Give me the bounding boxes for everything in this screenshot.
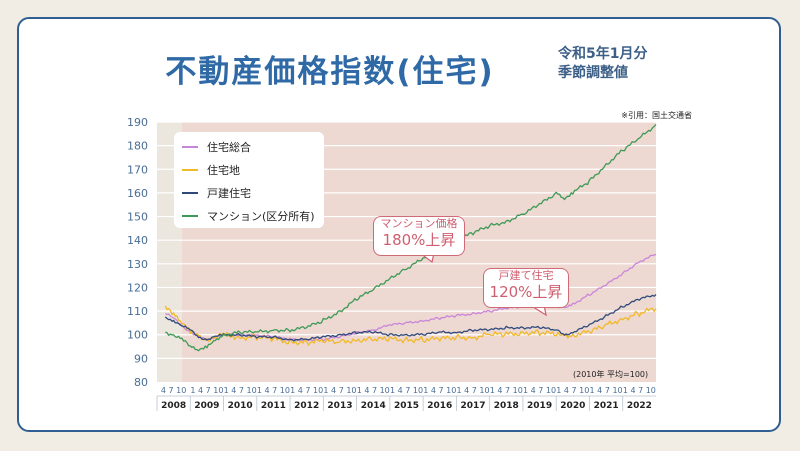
- x-quarter-label: 1 4 7 10: [224, 386, 257, 395]
- callout-mansion: マンション価格 180%上昇: [373, 216, 465, 256]
- subtitle: 令和5年1月分 季節調整値: [558, 45, 647, 83]
- x-quarter-label: 1 4 7 10: [190, 386, 223, 395]
- y-tick-label: 150: [127, 211, 148, 224]
- subtitle-adjustment: 季節調整値: [558, 65, 628, 81]
- x-year-label: 2022: [627, 401, 652, 411]
- chart-legend: 住宅総合 住宅地 戸建住宅 マンション(区分所有): [174, 132, 324, 228]
- x-quarter-label: 1 4 7 10: [490, 386, 523, 395]
- x-quarter-label: 1 4 7 10: [290, 386, 323, 395]
- series-line-house: [164, 294, 657, 342]
- y-tick-label: 140: [127, 234, 148, 247]
- x-year-label: 2019: [527, 401, 552, 411]
- legend-item-house: 戸建住宅: [182, 184, 251, 202]
- series-line-mansion: [165, 123, 657, 352]
- page-title: 不動産価格指数(住宅): [165, 54, 495, 90]
- base-year-note: (2010年 平均=100): [573, 370, 649, 379]
- legend-swatch-total: [182, 146, 198, 148]
- x-quarter-label: 1 4 7 10: [523, 386, 556, 395]
- y-tick-label: 110: [127, 305, 148, 318]
- callout-mansion-text2: 180%上昇: [382, 231, 456, 249]
- y-tick-label: 90: [134, 352, 148, 365]
- callout-mansion-text1: マンション価格: [380, 217, 458, 230]
- x-year-label: 2018: [494, 401, 519, 411]
- callout-house-text1: 戸建て住宅: [498, 269, 554, 282]
- x-year-label: 2016: [427, 401, 452, 411]
- legend-swatch-house: [182, 192, 198, 194]
- x-quarter-label: 1 4 7 10: [556, 386, 589, 395]
- x-year-label: 2017: [461, 401, 486, 411]
- legend-label-land: 住宅地: [207, 164, 240, 177]
- x-quarter-label: 1 4 7 10: [623, 386, 656, 395]
- x-year-label: 2015: [394, 401, 419, 411]
- y-tick-label: 190: [127, 116, 148, 129]
- subtitle-date: 令和5年1月分: [558, 46, 648, 62]
- x-year-label: 2014: [361, 401, 386, 411]
- legend-label-mansion: マンション(区分所有): [207, 210, 315, 223]
- x-year-label: 2008: [161, 401, 186, 411]
- x-year-label: 2012: [294, 401, 319, 411]
- callout-house: 戸建て住宅 120%上昇: [483, 268, 569, 308]
- callout-house-text2: 120%上昇: [489, 283, 563, 301]
- x-year-label: 2020: [560, 401, 585, 411]
- x-quarter-label: 1 4 7 10: [590, 386, 623, 395]
- y-tick-label: 170: [127, 163, 148, 176]
- x-year-label: 2013: [327, 401, 352, 411]
- legend-swatch-mansion: [182, 215, 198, 217]
- x-quarter-label: 1 4 7 10: [390, 386, 423, 395]
- legend-label-total: 住宅総合: [207, 141, 251, 154]
- y-tick-label: 100: [127, 329, 148, 342]
- x-quarter-label: 4 7 10: [161, 386, 186, 395]
- y-tick-label: 80: [134, 376, 148, 389]
- legend-item-land: 住宅地: [182, 161, 240, 179]
- source-note: ※引用：国土交通省: [621, 111, 692, 120]
- series-line-land: [164, 305, 657, 346]
- y-tick-label: 160: [127, 187, 148, 200]
- x-quarter-label: 1 4 7 10: [357, 386, 390, 395]
- x-year-label: 2010: [228, 401, 253, 411]
- legend-item-total: 住宅総合: [182, 138, 251, 156]
- x-year-label: 2009: [194, 401, 219, 411]
- x-year-label: 2021: [594, 401, 619, 411]
- y-tick-label: 180: [127, 140, 148, 153]
- x-quarter-label: 1 4 7 10: [423, 386, 456, 395]
- x-quarter-label: 1 4 7 10: [456, 386, 489, 395]
- legend-swatch-land: [182, 169, 198, 171]
- legend-label-house: 戸建住宅: [207, 187, 251, 200]
- x-quarter-label: 1 4 7 10: [257, 386, 290, 395]
- y-tick-label: 130: [127, 258, 148, 271]
- y-tick-label: 120: [127, 281, 148, 294]
- legend-item-mansion: マンション(区分所有): [182, 207, 315, 225]
- x-year-label: 2011: [261, 401, 286, 411]
- x-quarter-label: 1 4 7 10: [323, 386, 356, 395]
